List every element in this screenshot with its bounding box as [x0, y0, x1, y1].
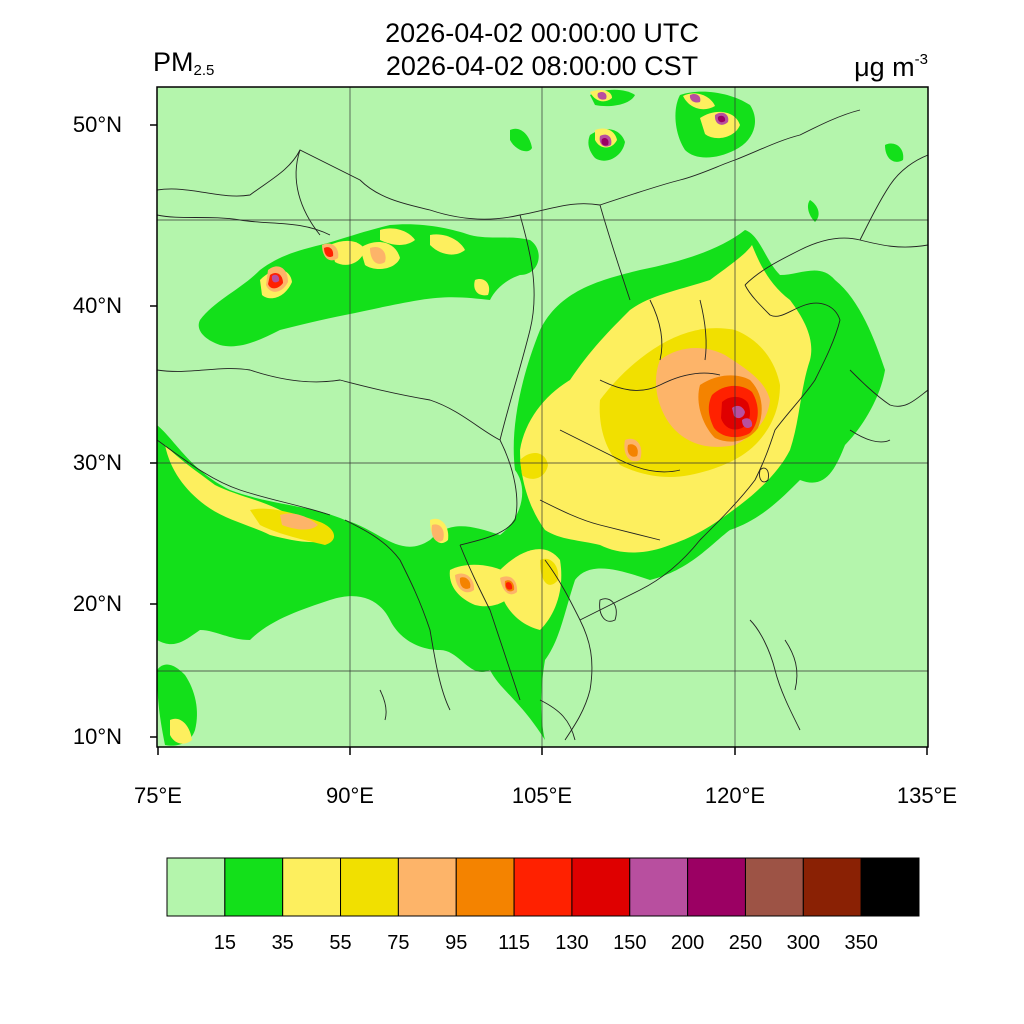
title-cst-time: 2026-04-02 08:00:00 CST [385, 51, 699, 81]
colorbar-swatch [282, 857, 342, 917]
lat-tick-label: 30°N [72, 450, 122, 475]
colorbar-swatch [802, 857, 862, 917]
colorbar-swatch [340, 857, 399, 917]
axis-ticks [150, 124, 928, 755]
unit-label: μg m-3 [854, 44, 928, 83]
unit-superscript: -3 [914, 51, 928, 68]
graticule [157, 87, 928, 747]
colorbar-swatch [860, 857, 920, 917]
colorbar-swatch [224, 857, 284, 917]
colorbar-tick-label: 250 [728, 932, 763, 954]
colorbar-swatch [513, 857, 573, 917]
colorbar-tick-label: 35 [271, 932, 294, 954]
colorbar-swatch [397, 857, 457, 917]
colorbar-tick-label: 300 [786, 932, 820, 954]
colorbar-tick-label: 150 [613, 932, 647, 954]
lon-tick-label: 90°E [326, 783, 374, 808]
unit-text: μg m [854, 52, 915, 82]
level-200-250-areas [271, 91, 753, 428]
title-utc-time: 2026-04-02 00:00:00 UTC [385, 18, 699, 48]
colorbar-swatch [629, 857, 689, 917]
colorbar-tick-label: 200 [670, 932, 705, 954]
variable-label: PM2.5 [153, 46, 214, 87]
colorbar-tick-label: 55 [329, 932, 352, 954]
colorbar-tick-label: 95 [445, 932, 468, 954]
lat-tick-label: 10°N [72, 724, 122, 749]
lat-tick-label: 20°N [72, 591, 122, 616]
colorbar-swatch [455, 857, 515, 917]
colorbar [166, 857, 920, 917]
lon-tick-label: 135°E [896, 783, 958, 808]
colorbar-swatch [687, 857, 746, 917]
colorbar-tick-label: 130 [555, 932, 589, 954]
boundary-lines [157, 109, 928, 741]
colorbar-swatch [744, 857, 804, 917]
colorbar-swatch [571, 857, 631, 917]
variable-name: PM [153, 47, 194, 77]
lon-tick-label: 120°E [704, 783, 766, 808]
colorbar-tick-label: 115 [498, 932, 530, 954]
variable-subscript: 2.5 [193, 62, 215, 79]
colorbar-swatch [166, 857, 226, 917]
lon-tick-label: 75°E [134, 783, 182, 808]
colorbar-tick-label: 15 [213, 932, 236, 954]
colorbar-tick-label: 75 [387, 932, 410, 954]
colorbar-tick-label: 350 [844, 932, 878, 954]
lat-tick-label: 40°N [72, 293, 122, 318]
lon-tick-label: 105°E [511, 783, 573, 808]
level-250-300-areas [601, 115, 726, 146]
lat-tick-label: 50°N [72, 112, 122, 137]
